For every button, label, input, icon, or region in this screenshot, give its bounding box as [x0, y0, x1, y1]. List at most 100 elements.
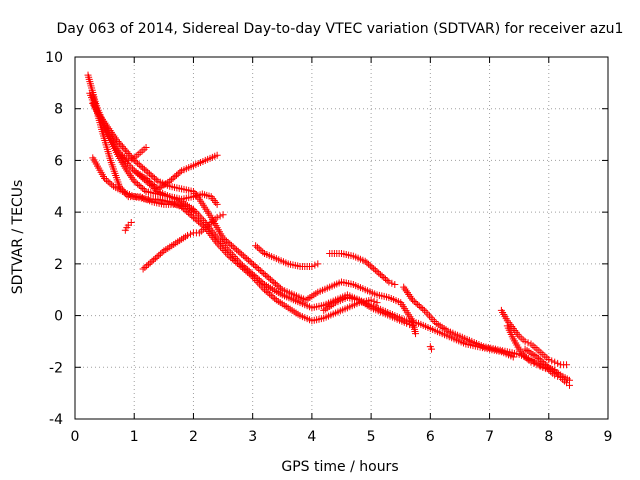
data-point-marker: [261, 286, 269, 294]
data-point-marker: [178, 203, 186, 211]
data-point-marker: [239, 252, 247, 260]
data-point-marker: [536, 362, 544, 370]
series-track-p: [503, 322, 574, 389]
data-point-marker: [137, 162, 145, 170]
data-point-marker: [191, 215, 199, 223]
data-point-marker: [135, 182, 143, 190]
data-point-marker: [174, 170, 182, 178]
data-point-marker: [535, 354, 543, 362]
series-track-n: [426, 343, 436, 353]
y-tick-label: 4: [54, 205, 63, 221]
data-point-marker: [143, 262, 151, 270]
data-point-marker: [101, 175, 109, 183]
data-point-marker: [158, 248, 166, 256]
data-point-marker: [264, 289, 272, 297]
data-point-marker: [230, 257, 238, 265]
data-point-marker: [543, 362, 551, 370]
x-axis-title: GPS time / hours: [281, 459, 398, 475]
data-point-marker: [417, 303, 425, 311]
y-tick-label: 6: [54, 153, 63, 169]
data-point-marker: [266, 290, 274, 298]
data-point-marker: [108, 181, 116, 189]
data-point-marker: [388, 279, 396, 287]
data-point-marker: [277, 284, 285, 292]
data-point-marker: [121, 189, 129, 197]
data-point-marker: [235, 261, 243, 269]
x-tick-label: 1: [130, 429, 139, 445]
data-point-marker: [530, 359, 538, 367]
data-point-marker: [149, 173, 157, 181]
data-point-marker: [134, 159, 142, 167]
data-point-marker: [226, 240, 234, 248]
data-point-marker: [373, 268, 381, 276]
data-point-marker: [134, 180, 142, 188]
data-point-marker: [373, 299, 381, 307]
data-point-marker: [257, 246, 265, 254]
data-point-marker: [186, 230, 194, 238]
data-point-marker: [124, 156, 132, 164]
data-point-marker: [152, 176, 160, 184]
data-point-marker: [251, 262, 259, 270]
series-track-k: [326, 250, 399, 289]
data-point-marker: [365, 260, 373, 268]
data-point-marker: [142, 167, 150, 175]
data-point-marker: [521, 337, 529, 345]
data-point-marker: [240, 265, 248, 273]
data-point-marker: [195, 218, 203, 226]
data-point-marker: [259, 248, 267, 256]
data-point-marker: [156, 250, 164, 258]
data-point-marker: [428, 345, 436, 353]
series-track-i: [139, 211, 227, 273]
data-point-marker: [193, 216, 201, 224]
data-point-marker: [135, 161, 143, 169]
y-axis-title: SDTVAR / TECUs: [10, 180, 26, 295]
data-point-marker: [239, 264, 247, 272]
data-point-marker: [273, 281, 281, 289]
data-point-marker: [229, 243, 237, 251]
data-point-marker: [104, 178, 112, 186]
data-point-marker: [140, 186, 148, 194]
data-point-marker: [176, 168, 184, 176]
data-point-marker: [144, 168, 152, 176]
data-point-marker: [149, 180, 157, 188]
data-point-marker: [409, 296, 417, 304]
data-point-marker: [271, 295, 279, 303]
data-point-marker: [541, 360, 549, 368]
data-point-marker: [375, 269, 383, 277]
y-tick-label: 10: [45, 50, 63, 66]
data-point-marker: [247, 271, 255, 279]
data-point-marker: [198, 221, 206, 229]
grid: [75, 57, 608, 419]
data-point-marker: [151, 174, 159, 182]
data-point-marker: [222, 237, 230, 245]
data-point-marker: [245, 270, 253, 278]
data-point-marker: [275, 283, 283, 291]
x-tick-label: 7: [485, 429, 494, 445]
data-point-marker: [237, 262, 245, 270]
data-point-marker: [412, 330, 420, 338]
x-tick-label: 5: [367, 429, 376, 445]
data-point-marker: [145, 170, 153, 178]
data-point-marker: [242, 267, 250, 275]
data-point-marker: [139, 185, 147, 193]
data-point-marker: [414, 300, 422, 308]
data-point-marker: [383, 276, 391, 284]
data-point-marker: [361, 257, 369, 265]
data-point-marker: [262, 287, 270, 295]
data-point-marker: [248, 259, 256, 267]
data-point-marker: [117, 141, 125, 149]
data-point-marker: [244, 256, 252, 264]
x-tick-label: 2: [189, 429, 198, 445]
data-point-marker: [566, 376, 574, 384]
data-point-marker: [548, 357, 556, 365]
data-point-marker: [270, 278, 278, 286]
y-tick-label: 8: [54, 102, 63, 118]
data-point-marker: [118, 143, 126, 151]
data-point-marker: [272, 280, 280, 288]
data-point-marker: [196, 219, 204, 227]
data-point-marker: [391, 281, 399, 289]
data-point-marker: [381, 275, 389, 283]
data-point-marker: [256, 267, 264, 275]
data-point-marker: [376, 271, 384, 279]
